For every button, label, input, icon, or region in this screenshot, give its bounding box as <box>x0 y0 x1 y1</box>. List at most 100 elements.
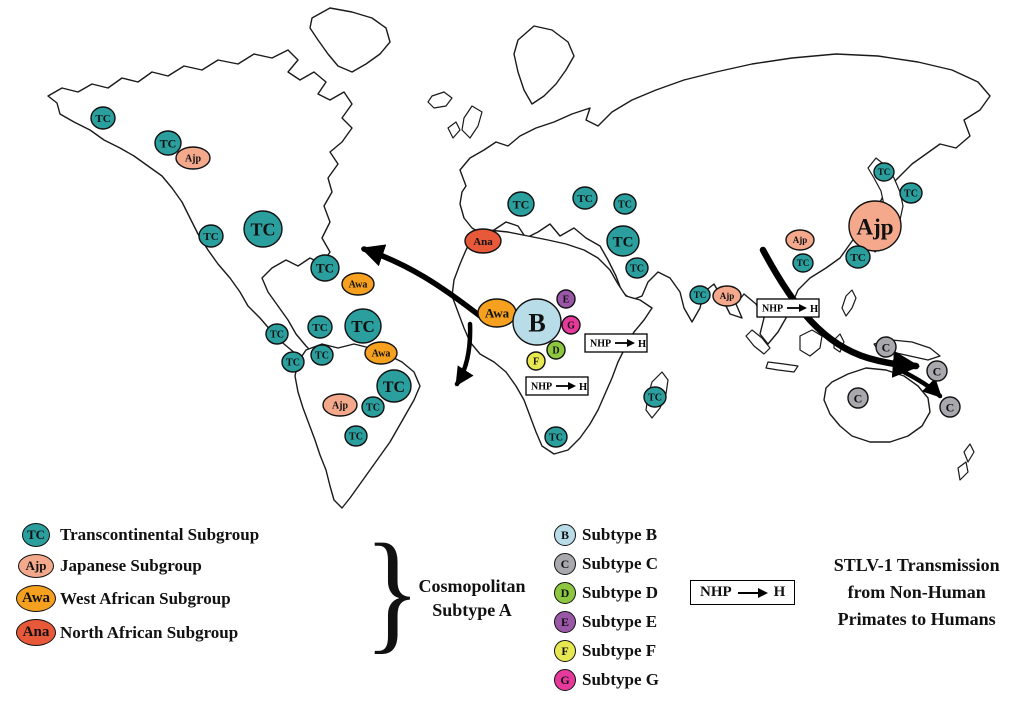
marker-Ajp: Ajp <box>712 285 742 307</box>
island-java <box>765 361 799 373</box>
island-sumatra <box>745 329 771 355</box>
svg-text:TC: TC <box>549 433 563 444</box>
svg-text:Ajp: Ajp <box>720 291 735 301</box>
subtype-row-F: F Subtype F <box>548 640 659 662</box>
subtype-row-E: E Subtype E <box>548 611 659 633</box>
marker-Ana: Ana <box>464 228 502 254</box>
nhp-label: NHP <box>700 584 732 600</box>
continent-scandinavia <box>513 25 575 105</box>
marker-TC: TC <box>307 315 333 339</box>
nhp-map-box: NHP H <box>756 298 820 318</box>
marker-Ajp: Ajp <box>785 229 815 251</box>
svg-text:NHP: NHP <box>762 304 783 315</box>
subtype-label: Subtype B <box>582 525 658 544</box>
island-new-zealand-north <box>963 443 975 463</box>
marker-Awa: Awa <box>364 341 398 365</box>
svg-text:Awa: Awa <box>349 280 368 291</box>
continent-eurasia <box>459 53 991 345</box>
svg-text:C: C <box>933 364 942 378</box>
world-map: TC TC Ajp TC TC TC Awa TC TC TC TC TC Awa TC Ajp TC TC TC… <box>47 7 991 509</box>
marker-TC: TC <box>845 245 871 269</box>
svg-text:TC: TC <box>349 432 363 443</box>
svg-text:TC: TC <box>286 358 300 369</box>
svg-text:H: H <box>638 339 646 350</box>
marker-B: B <box>512 298 562 346</box>
D-swatch: D <box>554 582 576 604</box>
marker-TC: TC <box>689 285 711 305</box>
continent-greenland <box>309 7 391 73</box>
marker-TC: TC <box>344 425 368 447</box>
C-swatch: C <box>554 553 576 575</box>
legend-transmission: NHP H STLV-1 Transmission from Non-Human… <box>690 552 1022 633</box>
continents-layer <box>47 7 991 509</box>
marker-F: F <box>526 351 546 371</box>
svg-text:TC: TC <box>613 234 634 250</box>
island-iceland <box>427 91 453 109</box>
nhp-map-box: NHP H <box>525 376 589 396</box>
legend-brace: } <box>364 516 421 666</box>
svg-text:E: E <box>563 295 570 306</box>
nhp-boxes-layer: NHP H NHP H NHP H <box>525 298 820 396</box>
stlv-line3: Primates to Humans <box>837 609 996 629</box>
nhp-h-label: H <box>773 584 786 600</box>
swatch-column: E <box>548 611 582 633</box>
swatch-column: Awa <box>12 585 60 612</box>
svg-text:TC: TC <box>250 219 275 239</box>
arrow-branch-to-melanesia-south <box>897 367 943 399</box>
nhp-legend-box: NHP H <box>690 580 796 605</box>
marker-TC: TC <box>310 344 334 366</box>
island-new-zealand-south <box>957 461 969 481</box>
arrow-africa-to-south-america <box>454 321 474 387</box>
marker-C: C <box>939 396 961 418</box>
svg-text:TC: TC <box>203 231 218 243</box>
svg-text:Awa: Awa <box>372 349 391 360</box>
subgroup-label: West African Subgroup <box>60 588 231 608</box>
marker-TC: TC <box>873 162 895 182</box>
marker-TC: TC <box>572 186 598 210</box>
swatch-column: Ana <box>12 619 60 646</box>
svg-text:NHP: NHP <box>531 382 552 393</box>
marker-C: C <box>926 360 948 382</box>
subgroup-label: Transcontinental Subgroup <box>60 525 260 544</box>
marker-E: E <box>556 289 576 309</box>
island-borneo <box>799 329 823 357</box>
swatch-column: G <box>548 669 582 691</box>
marker-TC: TC <box>198 224 224 248</box>
subgroup-row-TC: TC Transcontinental Subgroup <box>12 523 259 547</box>
marker-TC: TC <box>310 254 340 282</box>
svg-text:TC: TC <box>630 264 644 275</box>
svg-text:TC: TC <box>312 322 327 334</box>
marker-Ajp: Ajp <box>175 146 211 170</box>
svg-text:TC: TC <box>577 193 592 205</box>
TC-swatch: TC <box>22 523 50 547</box>
island-great-britain <box>461 105 483 139</box>
marker-TC: TC <box>792 253 814 273</box>
svg-text:TC: TC <box>315 351 329 362</box>
marker-TC: TC <box>376 369 412 403</box>
svg-text:TC: TC <box>618 200 632 211</box>
F-swatch: F <box>554 640 576 662</box>
swatch-column: TC <box>12 523 60 547</box>
svg-text:TC: TC <box>513 197 530 211</box>
subtype-label: Subtype F <box>582 641 657 660</box>
subgroup-row-Awa: Awa West African Subgroup <box>12 585 259 612</box>
svg-text:TC: TC <box>316 261 334 276</box>
marker-Ajp: Ajp <box>848 200 902 252</box>
nhp-map-box: NHP H <box>584 333 648 353</box>
marker-G: G <box>561 315 581 335</box>
marker-TC: TC <box>243 210 283 248</box>
svg-text:Ajp: Ajp <box>793 235 808 245</box>
marker-TC: TC <box>544 426 568 448</box>
svg-text:TC: TC <box>797 258 810 268</box>
marker-TC: TC <box>507 191 535 217</box>
subtype-row-C: C Subtype C <box>548 553 659 575</box>
marker-TC: TC <box>281 351 305 373</box>
marker-TC: TC <box>606 225 640 257</box>
G-swatch: G <box>554 669 576 691</box>
svg-text:TC: TC <box>383 379 405 396</box>
svg-text:Awa: Awa <box>485 306 510 321</box>
svg-text:G: G <box>567 321 575 332</box>
Ana-swatch: Ana <box>16 619 56 646</box>
cosmopolitan-subtype-a-label: Cosmopolitan Subtype A <box>402 574 542 623</box>
stlv-transmission-text: STLV-1 Transmission from Non-Human Prima… <box>811 552 1022 633</box>
